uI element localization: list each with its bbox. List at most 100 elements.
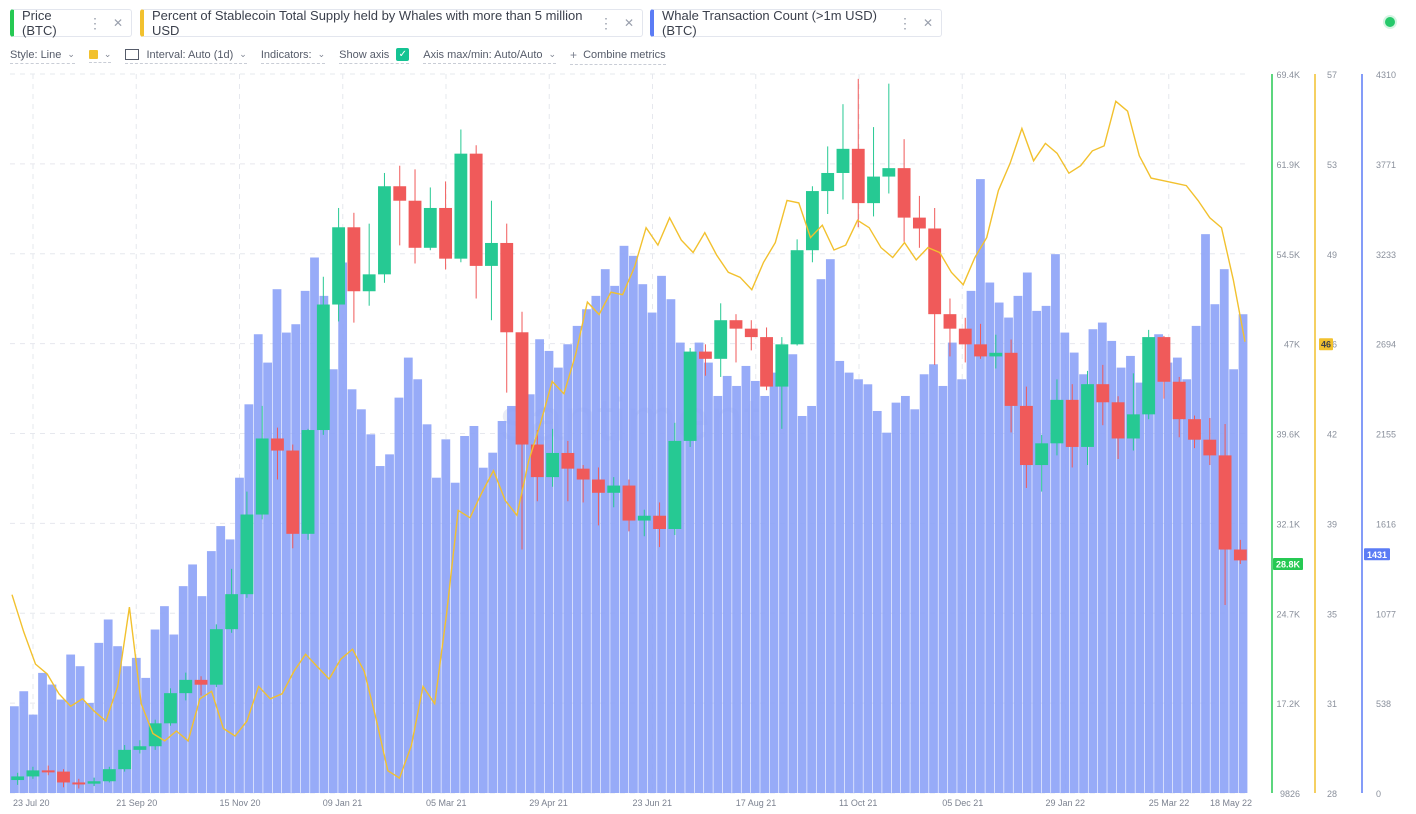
more-options-icon[interactable]: ⋮ [87, 14, 102, 31]
indicators-select[interactable]: Indicators: ⌄ [260, 49, 326, 64]
style-select[interactable]: Style: Line ⌄ [10, 49, 75, 64]
whale-bar [1126, 355, 1135, 793]
color-select[interactable]: ⌄ [88, 49, 112, 63]
price-candle [1096, 364, 1110, 426]
whale-bar [844, 372, 854, 793]
candle-body [1142, 337, 1156, 415]
whale-bar [1069, 352, 1079, 793]
whale-bar [1097, 322, 1107, 793]
interval-select[interactable]: Interval: Auto (1d) ⌄ [125, 49, 247, 64]
whale-tick-label: 538 [1376, 699, 1391, 709]
whale-bar [403, 357, 413, 793]
candle-body [1218, 455, 1232, 550]
candle-body [882, 168, 896, 177]
close-icon[interactable]: ✕ [922, 16, 933, 30]
show-axis-toggle[interactable]: Show axis ✓ [339, 48, 410, 64]
candle-body [393, 186, 407, 201]
checkbox-checked-icon[interactable]: ✓ [396, 48, 410, 61]
close-icon[interactable]: ✕ [112, 16, 123, 30]
whale-bar [647, 312, 657, 793]
more-options-icon[interactable]: ⋮ [598, 14, 613, 31]
whale-bar [122, 666, 132, 793]
whale-bar [1088, 329, 1098, 793]
candle-body [240, 514, 254, 595]
x-tick-label: 09 Jan 21 [323, 798, 363, 808]
price-candle [164, 688, 177, 726]
whale-bar [797, 415, 807, 793]
whale-tick-label: 4310 [1376, 70, 1396, 80]
stablecoin-current-badge-bg [1319, 338, 1333, 351]
candle-body [1096, 384, 1110, 403]
whale-bar [947, 342, 957, 793]
whale-bar [722, 375, 732, 793]
whale-bar [75, 666, 85, 793]
combine-label: Combine metrics [583, 48, 666, 61]
candle-body [362, 274, 376, 292]
whale-bar [1182, 379, 1192, 793]
price-candle [714, 303, 728, 377]
x-tick-label: 29 Apr 21 [529, 798, 568, 808]
candle-body [714, 320, 728, 359]
whale-bar [38, 672, 47, 793]
price-candle [102, 766, 116, 783]
whale-bar [872, 410, 882, 793]
price-candle [255, 405, 269, 520]
close-icon[interactable]: ✕ [623, 16, 634, 30]
price-candle [469, 145, 483, 299]
candle-body [683, 351, 697, 441]
more-options-icon[interactable]: ⋮ [897, 14, 912, 31]
whale-bar [610, 285, 620, 793]
price-tick-label: 47K [1284, 340, 1300, 350]
whale-tick-label: 0 [1376, 789, 1381, 799]
whale-bar [338, 262, 348, 793]
chevron-down-icon: ⌄ [548, 49, 557, 59]
candle-body [790, 250, 804, 345]
price-tick-label: 24.7K [1276, 609, 1300, 619]
price-tick-label: 9826 [1280, 789, 1300, 799]
stablecoin-line [11, 100, 1246, 780]
whale-bar [713, 395, 723, 793]
whale-bar [450, 482, 460, 793]
whale-bar [19, 691, 29, 793]
whale-tick-label: 3233 [1376, 250, 1396, 260]
whale-bar [432, 477, 441, 793]
metric-chip-price[interactable]: Price (BTC) ⋮ ✕ [10, 8, 132, 38]
metric-label-whale: Whale Transaction Count (>1m USD) (BTC) [662, 8, 877, 38]
whale-bar [694, 342, 704, 793]
whale-bar [94, 642, 104, 793]
combine-metrics-button[interactable]: + Combine metrics [570, 48, 666, 65]
whale-bar [807, 405, 816, 793]
candle-body [592, 479, 605, 493]
metric-chip-whale[interactable]: Whale Transaction Count (>1m USD) (BTC) … [650, 8, 942, 38]
candle-body [500, 242, 514, 333]
whale-bar [281, 332, 291, 793]
whale-bar [47, 684, 57, 793]
stablecoin-tick-label: 31 [1327, 699, 1337, 709]
candle-body [271, 438, 284, 451]
price-candle [393, 165, 407, 246]
stablecoin-tick-label: 39 [1327, 519, 1337, 529]
whale-bar [460, 436, 469, 793]
price-candle [301, 428, 315, 540]
price-candle [668, 422, 682, 536]
whale-bar [497, 420, 507, 793]
whale-bar [141, 677, 151, 793]
price-candle [760, 327, 773, 391]
whale-bar [291, 324, 301, 793]
metric-chip-stablecoin[interactable]: Percent of Stablecoin Total Supply held … [140, 8, 643, 38]
whale-bar [150, 629, 160, 793]
chart-toolbar: Style: Line ⌄ ⌄ Interval: Auto (1d) ⌄ In… [10, 47, 680, 65]
axis-maxmin-select[interactable]: Axis max/min: Auto/Auto ⌄ [423, 49, 557, 64]
price-candle [851, 78, 865, 228]
candle-body [622, 485, 636, 521]
candle-body [87, 781, 101, 784]
whale-bar [375, 466, 385, 793]
whale-bar [1210, 304, 1220, 793]
whale-bar [544, 350, 554, 793]
candle-body [805, 191, 819, 251]
price-candle [11, 772, 25, 785]
whale-current-badge-label: 1431 [1367, 550, 1387, 560]
price-candle [87, 777, 101, 787]
whale-bar [600, 269, 610, 793]
